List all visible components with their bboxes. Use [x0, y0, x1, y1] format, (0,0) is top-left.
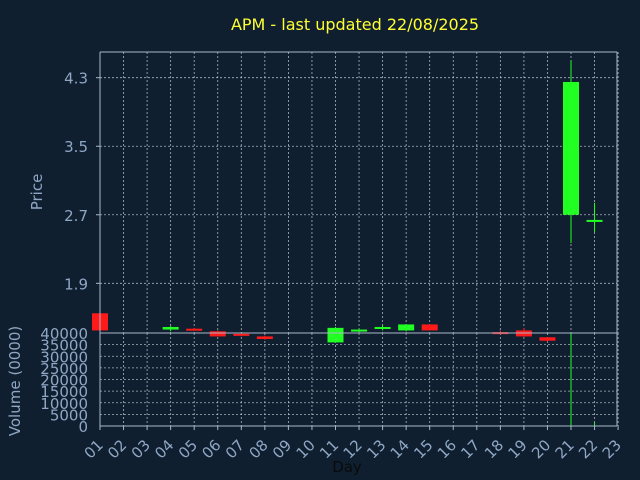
volume-tick-label: 10000 [40, 395, 88, 413]
candle-body [162, 327, 179, 330]
candle-body [398, 324, 415, 331]
axes [96, 51, 619, 430]
volume-tick-label: 15000 [40, 383, 88, 401]
volume-tick-label: 25000 [40, 360, 88, 378]
volume-tick-label: 0 [78, 418, 88, 436]
volume-tick-label: 35000 [40, 337, 88, 355]
volume-axis-label: Volume (0000) [6, 326, 24, 436]
candle-body [186, 328, 203, 331]
volume-tick-label: 30000 [40, 348, 88, 366]
price-tick-label: 3.5 [64, 138, 88, 156]
candle-body [351, 329, 368, 332]
volume-grid [99, 332, 619, 427]
candle-body [209, 331, 226, 337]
candle-body [327, 327, 344, 343]
x-axis-label: Day [332, 458, 362, 476]
candle-body [374, 327, 391, 330]
candle-body [539, 337, 556, 341]
price-tick-label: 2.7 [64, 207, 88, 225]
chart-title: APM - last updated 22/08/2025 [231, 15, 479, 34]
candle-body [256, 336, 273, 339]
volume-tick-label: 5000 [50, 406, 88, 424]
price-grid [99, 52, 619, 333]
candle-body [421, 324, 438, 331]
candle-body [563, 81, 579, 215]
volume-tick-label: 40000 [40, 325, 88, 343]
candle-body [233, 333, 250, 336]
volume-tick-label: 20000 [40, 372, 88, 390]
price-tick-label: 4.3 [64, 70, 88, 88]
price-axis-label: Price [28, 174, 46, 211]
candles-layer [92, 60, 603, 343]
volume-bars-layer [570, 333, 596, 426]
candle-body [586, 219, 603, 222]
price-tick-label: 1.9 [64, 275, 88, 293]
